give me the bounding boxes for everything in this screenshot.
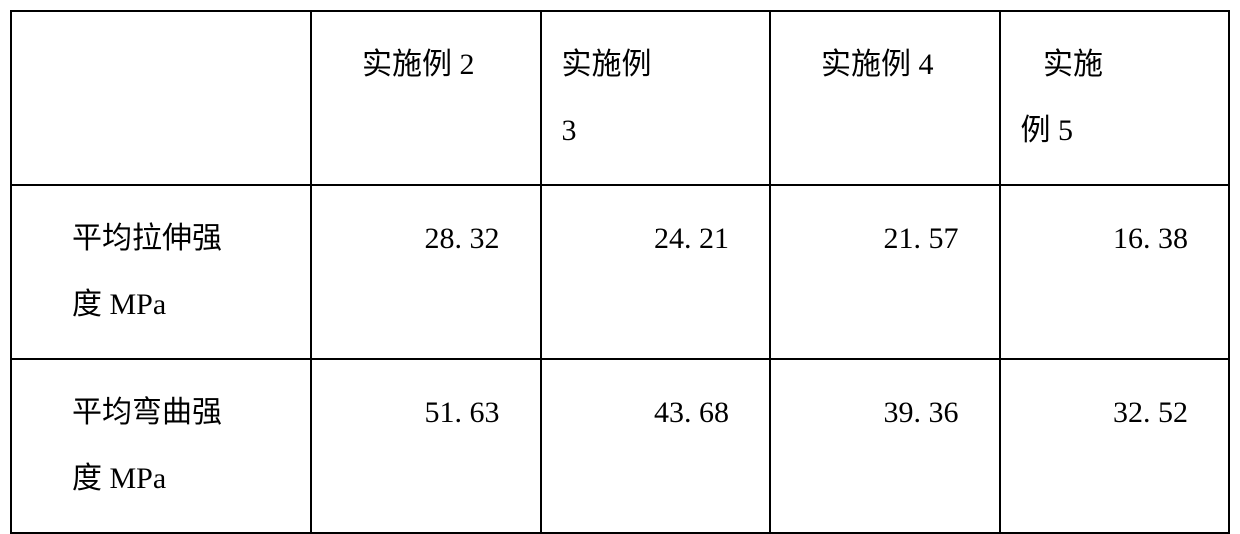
data-cell: 28. 32 [311, 185, 541, 359]
column-header-2-line2: 3 [562, 114, 577, 147]
data-table: 实施例 2 实施例 3 实施例 4 实施 例 5 平均拉伸强 度 MPa 28.… [10, 10, 1230, 534]
data-cell: 32. 52 [1000, 359, 1230, 533]
table-header-row: 实施例 2 实施例 3 实施例 4 实施 例 5 [11, 11, 1229, 185]
data-cell: 24. 21 [541, 185, 771, 359]
column-header-2-line1: 实施例 [562, 48, 652, 81]
column-header-2: 实施例 3 [541, 11, 771, 185]
data-cell: 51. 63 [311, 359, 541, 533]
column-header-4: 实施 例 5 [1000, 11, 1230, 185]
table-row: 平均拉伸强 度 MPa 28. 32 24. 21 21. 57 16. 38 [11, 185, 1229, 359]
column-header-1: 实施例 2 [311, 11, 541, 185]
row-header-1-line2: 度 MPa [72, 288, 166, 321]
column-header-4-line2: 例 5 [1021, 114, 1074, 147]
column-header-3: 实施例 4 [770, 11, 1000, 185]
column-header-4-line1: 实施 [1021, 48, 1104, 81]
header-cell-empty [11, 11, 311, 185]
table-row: 平均弯曲强 度 MPa 51. 63 43. 68 39. 36 32. 52 [11, 359, 1229, 533]
row-header-2: 平均弯曲强 度 MPa [11, 359, 311, 533]
row-header-2-line2: 度 MPa [72, 462, 166, 495]
data-cell: 21. 57 [770, 185, 1000, 359]
data-cell: 16. 38 [1000, 185, 1230, 359]
row-header-2-line1: 平均弯曲强 [72, 396, 222, 429]
data-cell: 39. 36 [770, 359, 1000, 533]
data-cell: 43. 68 [541, 359, 771, 533]
row-header-1-line1: 平均拉伸强 [72, 222, 222, 255]
row-header-1: 平均拉伸强 度 MPa [11, 185, 311, 359]
